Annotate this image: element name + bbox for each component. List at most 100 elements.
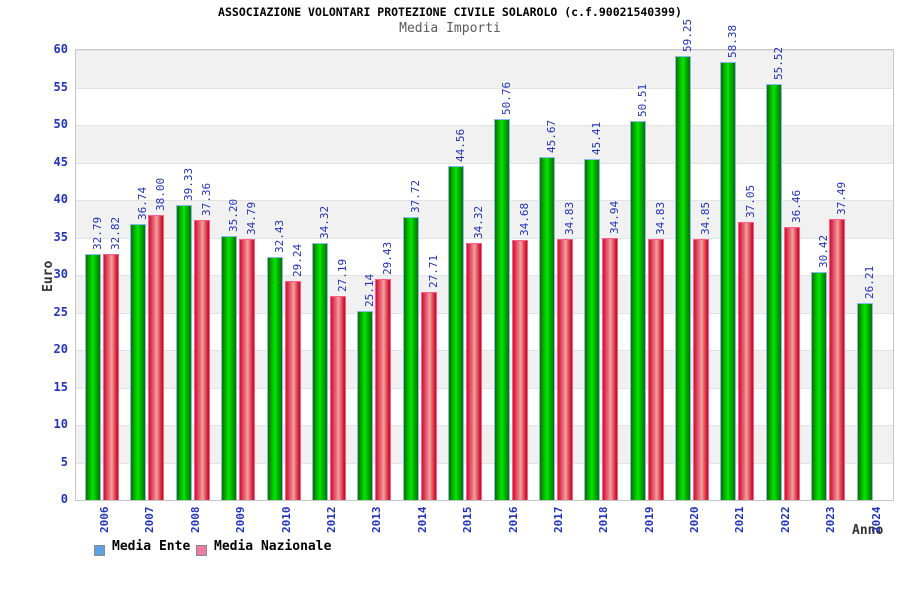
bar-value-label: 34.68 bbox=[517, 202, 531, 236]
x-axis-year-label: 2020 bbox=[688, 506, 702, 534]
bar-value-label: 58.38 bbox=[726, 25, 740, 59]
bar-value-label: 38.00 bbox=[154, 177, 168, 211]
plot-band bbox=[76, 312, 893, 350]
bar-media-ente-2024 bbox=[856, 303, 873, 500]
bar-media-ente-2006 bbox=[85, 254, 101, 500]
x-axis-year-label: 2008 bbox=[188, 506, 202, 534]
bar-value-label: 37.49 bbox=[835, 181, 849, 215]
bar-media-nazionale-2017 bbox=[556, 238, 573, 500]
bar-value-label: 29.24 bbox=[290, 243, 304, 277]
legend-label-media-nazionale: Media Nazionale bbox=[214, 539, 332, 554]
y-axis-tick-label: 10 bbox=[53, 417, 68, 431]
bar-media-nazionale-2022 bbox=[783, 226, 800, 500]
bar-value-label: 34.32 bbox=[472, 205, 486, 239]
legend-swatch-media-nazionale bbox=[196, 545, 207, 556]
x-axis-year-label: 2012 bbox=[324, 506, 338, 534]
bar-media-ente-2021 bbox=[720, 62, 737, 500]
bar-media-ente-2020 bbox=[675, 55, 692, 500]
bar-value-label: 32.79 bbox=[91, 216, 104, 251]
bar-media-ente-2016 bbox=[493, 119, 510, 500]
plot-band bbox=[76, 125, 893, 163]
bar-media-nazionale-2009 bbox=[239, 239, 256, 500]
chart-subtitle: Media Importi bbox=[399, 21, 501, 36]
bar-value-label: 55.52 bbox=[771, 46, 785, 80]
bar-value-label: 50.51 bbox=[635, 84, 649, 118]
plot-band bbox=[76, 87, 893, 125]
bar-value-label: 36.46 bbox=[789, 189, 803, 223]
bar-media-nazionale-2021 bbox=[738, 222, 755, 500]
bar-media-ente-2019 bbox=[629, 121, 646, 500]
bar-media-nazionale-2014 bbox=[420, 292, 437, 500]
y-axis-tick-label: 50 bbox=[53, 117, 68, 131]
bar-value-label: 37.72 bbox=[408, 179, 422, 214]
x-axis-year-label: 2013 bbox=[370, 506, 384, 534]
y-axis-tick-label: 40 bbox=[53, 192, 68, 206]
plot-band bbox=[76, 275, 893, 313]
plot-band bbox=[76, 237, 893, 275]
bar-value-label: 34.32 bbox=[317, 205, 331, 239]
bar-value-label: 37.36 bbox=[199, 182, 213, 216]
plot-band bbox=[76, 387, 893, 425]
bar-media-nazionale-2019 bbox=[647, 238, 664, 500]
plot-band bbox=[76, 50, 893, 88]
bar-value-label: 34.83 bbox=[653, 201, 667, 235]
plot-band bbox=[76, 425, 893, 463]
bar-media-ente-2012 bbox=[311, 242, 328, 500]
x-axis-title: Anno bbox=[852, 523, 884, 538]
chart-title: ASSOCIAZIONE VOLONTARI PROTEZIONE CIVILE… bbox=[218, 5, 682, 19]
bar-media-ente-2009 bbox=[221, 236, 238, 500]
bar-media-ente-2010 bbox=[266, 256, 283, 500]
plot-area bbox=[75, 49, 894, 501]
bar-media-ente-2007 bbox=[130, 224, 147, 500]
bar-value-label: 30.42 bbox=[817, 234, 831, 268]
bar-media-nazionale-2006 bbox=[103, 253, 119, 500]
legend-swatch-media-ente bbox=[94, 545, 105, 556]
bar-media-nazionale-2018 bbox=[602, 237, 619, 500]
bar-media-ente-2023 bbox=[811, 271, 828, 500]
bar-media-ente-2015 bbox=[448, 165, 465, 500]
bar-media-nazionale-2010 bbox=[284, 280, 301, 500]
y-axis-tick-label: 15 bbox=[53, 379, 68, 394]
bar-value-label: 44.56 bbox=[454, 128, 468, 162]
bar-value-label: 34.79 bbox=[245, 201, 259, 236]
x-axis-year-label: 2022 bbox=[778, 506, 792, 534]
legend-label-media-ente: Media Ente bbox=[112, 539, 191, 554]
x-axis-year-label: 2024 bbox=[869, 506, 883, 534]
x-axis-year-label: 2014 bbox=[415, 506, 429, 534]
bar-value-label: 27.71 bbox=[426, 255, 440, 289]
x-axis-year-label: 2019 bbox=[642, 506, 656, 534]
bar-value-label: 45.41 bbox=[590, 122, 604, 156]
bar-media-ente-2022 bbox=[765, 83, 782, 500]
bar-value-label: 29.43 bbox=[381, 242, 395, 276]
bar-value-label: 26.21 bbox=[862, 266, 876, 300]
bar-value-label: 34.94 bbox=[608, 200, 622, 234]
bar-media-nazionale-2013 bbox=[375, 279, 392, 500]
bar-media-nazionale-2012 bbox=[329, 296, 346, 500]
x-axis-year-label: 2006 bbox=[98, 506, 111, 534]
bar-value-label: 50.76 bbox=[499, 82, 513, 116]
y-axis-tick-label: 25 bbox=[53, 304, 68, 319]
y-axis-tick-label: 0 bbox=[60, 492, 68, 506]
y-axis-tick-label: 5 bbox=[60, 454, 68, 469]
bar-value-label: 59.25 bbox=[681, 18, 695, 52]
bar-media-nazionale-2007 bbox=[148, 215, 165, 500]
bar-value-label: 32.43 bbox=[272, 219, 286, 253]
bar-media-ente-2017 bbox=[538, 157, 555, 500]
x-axis-year-label: 2023 bbox=[824, 506, 838, 534]
bar-media-nazionale-2020 bbox=[693, 238, 710, 500]
x-axis-year-label: 2017 bbox=[551, 506, 565, 534]
x-axis-year-label: 2021 bbox=[733, 506, 747, 534]
bar-media-ente-2008 bbox=[175, 205, 192, 500]
bar-value-label: 37.05 bbox=[744, 185, 758, 219]
x-axis-year-label: 2018 bbox=[597, 506, 611, 534]
y-axis-tick-label: 55 bbox=[53, 79, 68, 94]
plot-band bbox=[76, 162, 893, 200]
x-axis-year-label: 2007 bbox=[143, 506, 157, 534]
bar-media-ente-2014 bbox=[402, 217, 419, 500]
y-axis-tick-label: 45 bbox=[53, 154, 68, 169]
y-axis-tick-label: 20 bbox=[53, 342, 68, 356]
bar-value-label: 36.74 bbox=[136, 187, 150, 221]
x-axis-year-label: 2010 bbox=[279, 506, 293, 534]
plot-band bbox=[76, 200, 893, 238]
